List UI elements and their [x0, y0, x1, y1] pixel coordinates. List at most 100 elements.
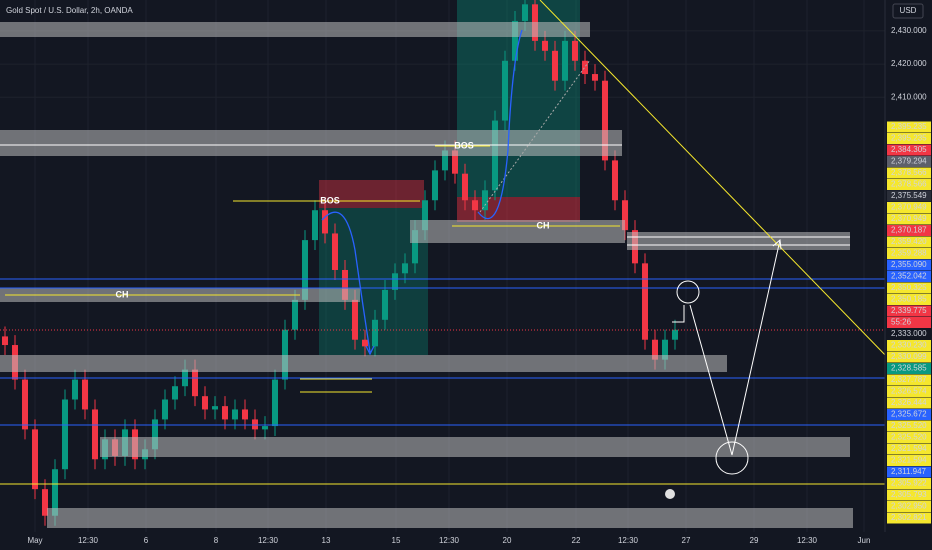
- candle-body: [602, 80, 608, 161]
- price-label-box: [887, 144, 931, 156]
- arrow-head: [365, 345, 375, 356]
- candle-body: [2, 336, 8, 346]
- axes: May 12:30 6 8 12:30 13 15 12:30 20 22 12:30 27 29 12:…: [27, 26, 931, 545]
- candle-body: [482, 190, 488, 211]
- price-label: 2,395.235: [891, 134, 927, 143]
- price-label-box: [887, 294, 931, 305]
- price-label: 2,355.090: [891, 260, 927, 269]
- price-label-box: [887, 190, 931, 202]
- candle-body: [82, 379, 88, 410]
- price-label: 2,305.793: [891, 490, 927, 499]
- candle-body: [552, 50, 558, 81]
- price-label-box: [887, 420, 931, 432]
- price-label-box: [887, 156, 931, 167]
- price-label: 2,395.235: [891, 122, 927, 131]
- candle-body: [302, 240, 308, 300]
- price-label: 2,370.949: [891, 203, 927, 212]
- price-label: 2,325.520: [891, 433, 927, 442]
- price-label: 2,350.325: [891, 283, 927, 292]
- price-label: 2,378.566: [891, 180, 927, 189]
- x-tick-label: 6: [144, 536, 149, 545]
- candle-body: [442, 150, 448, 171]
- x-tick-label: 8: [214, 536, 219, 545]
- x-tick-label: 12:30: [78, 536, 99, 545]
- dashed-line: [479, 59, 591, 213]
- price-label-box: [887, 478, 931, 489]
- price-label: 2,352.042: [891, 272, 927, 281]
- candle-body: [242, 409, 248, 420]
- price-label: 2,375.549: [891, 191, 927, 200]
- candle-body: [232, 409, 238, 420]
- candle-body: [652, 339, 658, 360]
- arrow-head: [772, 239, 782, 250]
- candle-body: [502, 60, 508, 121]
- price-label-box: [887, 340, 931, 351]
- price-label-box: [887, 179, 931, 190]
- candle-body: [222, 406, 228, 420]
- price-label: 2,327.787: [891, 375, 927, 384]
- price-label: 2,305.922: [891, 479, 927, 488]
- price-label: 2,326.444: [891, 398, 927, 407]
- candle-body: [252, 419, 258, 430]
- price-label: 2,384.305: [891, 145, 927, 154]
- candle-body: [202, 396, 208, 410]
- annotation: CH: [537, 220, 550, 230]
- price-label: 2,325.520: [891, 421, 927, 430]
- candle-body: [562, 40, 568, 81]
- x-tick-label: May: [27, 536, 42, 545]
- candle-body: [472, 200, 478, 211]
- candle-body: [612, 160, 618, 201]
- x-tick-label: 22: [572, 536, 581, 545]
- lines: [0, 0, 891, 499]
- candle-body: [372, 319, 378, 347]
- candle-body: [672, 329, 678, 340]
- price-label-box: [887, 386, 931, 397]
- candle-body: [72, 379, 78, 400]
- candle-body: [352, 299, 358, 340]
- x-tick-label: 12:30: [439, 536, 460, 545]
- x-tick-label: 15: [392, 536, 401, 545]
- price-label-box: [887, 466, 931, 478]
- candles: [2, 0, 678, 526]
- candle-body: [52, 469, 58, 516]
- trend-line: [539, 0, 891, 361]
- candle-body: [582, 60, 588, 75]
- price-label-box: [887, 489, 931, 501]
- candle-body: [152, 419, 158, 450]
- stop-zone: [319, 180, 424, 208]
- zone: [0, 355, 727, 372]
- candle-body: [322, 210, 328, 234]
- candle-body: [292, 299, 298, 330]
- price-label-box: [887, 501, 931, 512]
- price-label: 2,339.775: [891, 306, 927, 315]
- candle-body: [592, 74, 598, 81]
- x-tick-label: 12:30: [618, 536, 639, 545]
- price-label-box: [887, 271, 931, 282]
- price-label-box: [887, 202, 931, 213]
- x-tick-label: 12:30: [258, 536, 279, 545]
- price-label-box: [887, 305, 931, 317]
- currency: USD: [900, 6, 917, 15]
- zone: [627, 232, 850, 250]
- price-label: 2,321.594: [891, 456, 927, 465]
- x-tick-label: Jun: [858, 536, 871, 545]
- price-label: 2,359.288: [891, 249, 927, 258]
- price-label: 2,378.566: [891, 168, 927, 177]
- price-label: 2,379.294: [891, 157, 927, 166]
- candle-body: [312, 210, 318, 241]
- candle-body: [342, 269, 348, 300]
- price-label: 2,302.821: [891, 513, 927, 522]
- candle-body: [392, 273, 398, 290]
- candle-body: [402, 263, 408, 274]
- candle-body: [432, 170, 438, 201]
- price-label: 2,330.099: [891, 352, 927, 361]
- x-tick-label: 13: [322, 536, 331, 545]
- price-label-box: [887, 512, 931, 524]
- annotation: BOS: [454, 140, 474, 150]
- price-label: 2,370.187: [891, 226, 927, 235]
- zone: [0, 130, 622, 156]
- currency-box: [892, 3, 924, 19]
- price-label: 2,325.672: [891, 410, 927, 419]
- price-label-box: [887, 213, 931, 225]
